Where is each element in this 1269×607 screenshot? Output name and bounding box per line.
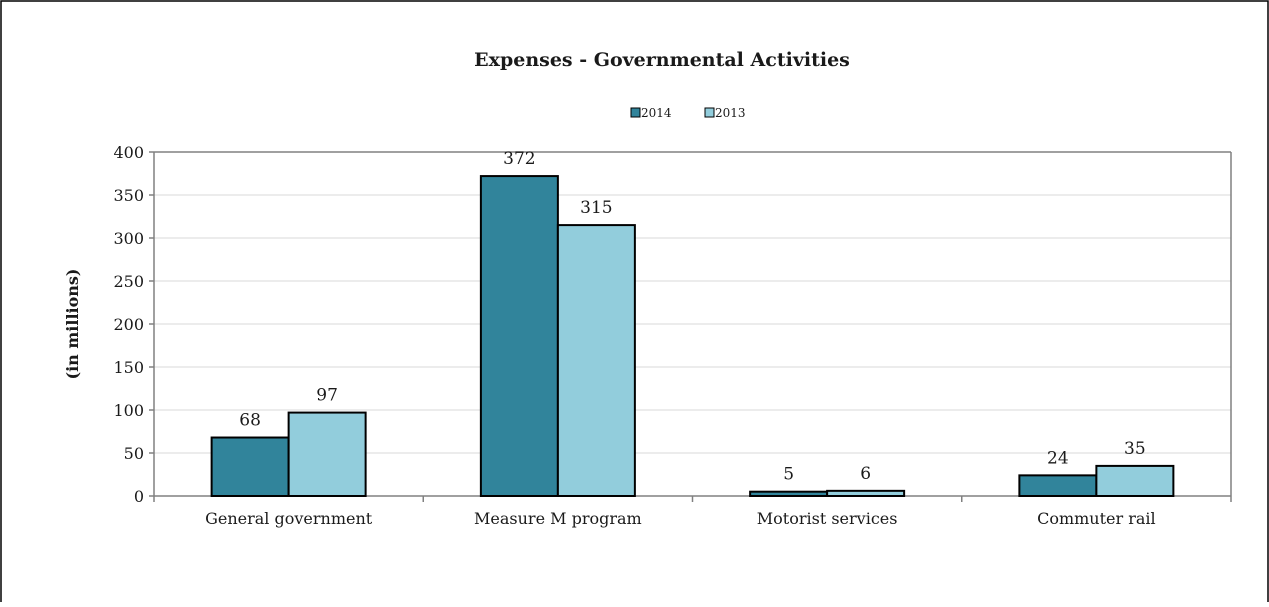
bar-2013 xyxy=(826,489,906,497)
data-label: 68 xyxy=(239,411,261,431)
x-tick-label: Motorist services xyxy=(757,509,898,528)
chart-title: Expenses - Governmental Activities xyxy=(474,49,850,71)
data-label: 24 xyxy=(1047,448,1069,468)
bar-2014 xyxy=(749,490,829,498)
bar-2014 xyxy=(479,175,559,498)
data-label: 35 xyxy=(1124,439,1146,459)
y-tick-label: 250 xyxy=(113,272,144,291)
y-tick-label: 300 xyxy=(113,229,144,248)
legend-label-2013: 2013 xyxy=(715,106,746,120)
bar-2014 xyxy=(210,436,290,497)
x-tick-label: Commuter rail xyxy=(1037,509,1156,528)
y-axis-label: (in millions) xyxy=(63,269,82,380)
bar-2013 xyxy=(287,411,367,497)
y-tick-label: 400 xyxy=(113,143,144,162)
bar-2013 xyxy=(1095,464,1175,497)
legend-label-2014: 2014 xyxy=(641,106,672,120)
data-label: 372 xyxy=(503,149,535,169)
data-label: 97 xyxy=(316,386,338,406)
y-tick-label: 100 xyxy=(113,401,144,420)
data-label: 6 xyxy=(860,464,871,484)
plot-area: 0 50 100 150 200 250 300 350 400 General governme… xyxy=(113,143,1232,528)
y-tick-label: 150 xyxy=(113,358,144,377)
legend-swatch-2014 xyxy=(630,107,641,118)
bar-2013 xyxy=(556,224,636,497)
x-tick-label: General government xyxy=(205,509,373,528)
legend: 2014 2013 xyxy=(630,106,746,120)
data-label: 5 xyxy=(783,465,794,485)
data-label: 315 xyxy=(580,198,612,218)
x-tick-label: Measure M program xyxy=(474,509,642,528)
y-tick-label: 50 xyxy=(124,444,144,463)
bar-2014 xyxy=(1018,474,1098,497)
y-tick-label: 0 xyxy=(134,487,144,506)
legend-swatch-2013 xyxy=(704,107,715,118)
y-tick-label: 200 xyxy=(113,315,144,334)
y-tick-label: 350 xyxy=(113,186,144,205)
